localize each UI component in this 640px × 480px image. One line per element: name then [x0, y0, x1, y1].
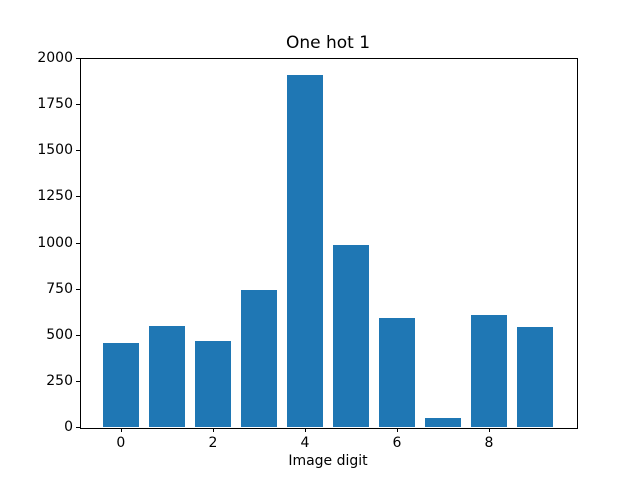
y-tick-label: 2000 [37, 50, 73, 66]
y-tick-label: 1500 [37, 142, 73, 159]
y-tick-label: 0 [64, 419, 73, 435]
chart-title: One hot 1 [285, 33, 371, 53]
x-tick-label: 2 [208, 435, 218, 451]
bar-digit-9 [516, 327, 554, 427]
x-tick-label: 6 [392, 435, 402, 451]
bar-digit-1 [148, 326, 186, 427]
bar-digit-6 [378, 318, 416, 427]
x-tick-label: 8 [484, 435, 494, 451]
y-tick-mark [76, 150, 80, 152]
y-tick-mark [76, 334, 80, 336]
y-tick-label: 500 [46, 326, 73, 343]
x-tick-mark [489, 428, 490, 432]
bar-digit-7 [424, 417, 462, 427]
x-tick-mark [397, 428, 398, 432]
y-tick-mark [76, 58, 80, 59]
y-tick-label: 250 [46, 372, 73, 389]
x-tick-mark [305, 428, 306, 432]
y-tick-label: 1000 [37, 234, 73, 251]
bar-digit-0 [102, 343, 140, 427]
y-tick-label: 750 [46, 280, 73, 297]
bar-digit-8 [470, 315, 508, 427]
bar-digit-5 [332, 245, 370, 427]
bar-digit-2 [194, 341, 232, 427]
y-tick-mark [76, 380, 80, 382]
bar-digit-4 [286, 74, 324, 427]
y-tick-mark [76, 427, 80, 428]
x-tick-mark [213, 428, 214, 432]
y-tick-mark [76, 196, 80, 198]
y-tick-label: 1250 [37, 188, 73, 205]
x-tick-label: 0 [116, 435, 126, 451]
y-tick-mark [76, 288, 80, 290]
y-tick-mark [76, 104, 80, 106]
x-axis-label: Image digit [288, 453, 368, 469]
y-tick-label: 1750 [37, 96, 73, 113]
x-tick-mark [120, 428, 122, 432]
x-tick-label: 4 [300, 435, 310, 451]
y-tick-mark [76, 242, 80, 244]
bar-digit-3 [240, 289, 278, 427]
